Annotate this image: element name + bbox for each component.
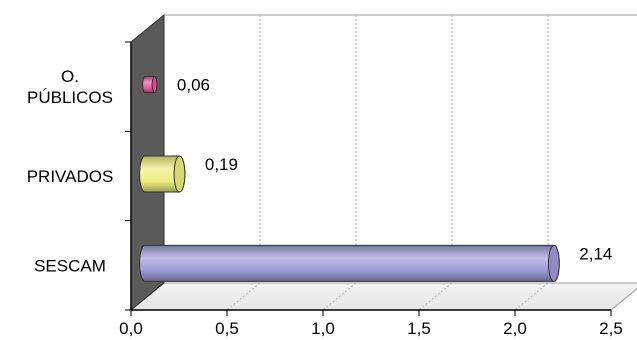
bar-2 [139, 244, 560, 282]
floor [129, 282, 637, 311]
x-tick-label-3: 1,5 [407, 319, 431, 338]
floor-gridline-4 [514, 282, 549, 311]
floor-gridline-5 [610, 288, 637, 311]
floor-gridline-2 [322, 282, 357, 311]
category-label-0: O. PÚBLICOS [27, 67, 113, 107]
bars [139, 76, 560, 282]
bar-body-2 [139, 244, 560, 282]
bar-cap-0 [151, 76, 158, 94]
x-tick-label-5: 2,5 [599, 319, 623, 338]
plot-walls [129, 13, 637, 312]
labels: 0,0 0,5 1,0 1,5 2,0 2,5 0,06 O. PÚBLICOS 0,19 PRIV… [27, 67, 623, 338]
value-label-1: 0,19 [205, 155, 238, 174]
floor-gridline-3 [418, 282, 453, 311]
x-tick-label-4: 2,0 [503, 319, 527, 338]
x-tick-label-1: 0,5 [215, 319, 239, 338]
floor-gridline-1 [226, 282, 261, 311]
x-tick-label-2: 1,0 [311, 319, 335, 338]
category-label-1: PRIVADOS [27, 167, 114, 186]
bar-cap-2 [547, 244, 560, 282]
axes [125, 41, 612, 316]
bar-0 [142, 76, 158, 94]
category-label-2: SESCAM [34, 256, 106, 275]
value-label-0: 0,06 [177, 76, 210, 95]
x-tick-label-0: 0,0 [119, 319, 143, 338]
back-wall [163, 14, 637, 284]
value-label-2: 2,14 [579, 244, 612, 263]
gridlines [226, 15, 637, 311]
bar-1 [139, 155, 186, 193]
bar-cap-1 [173, 155, 186, 193]
